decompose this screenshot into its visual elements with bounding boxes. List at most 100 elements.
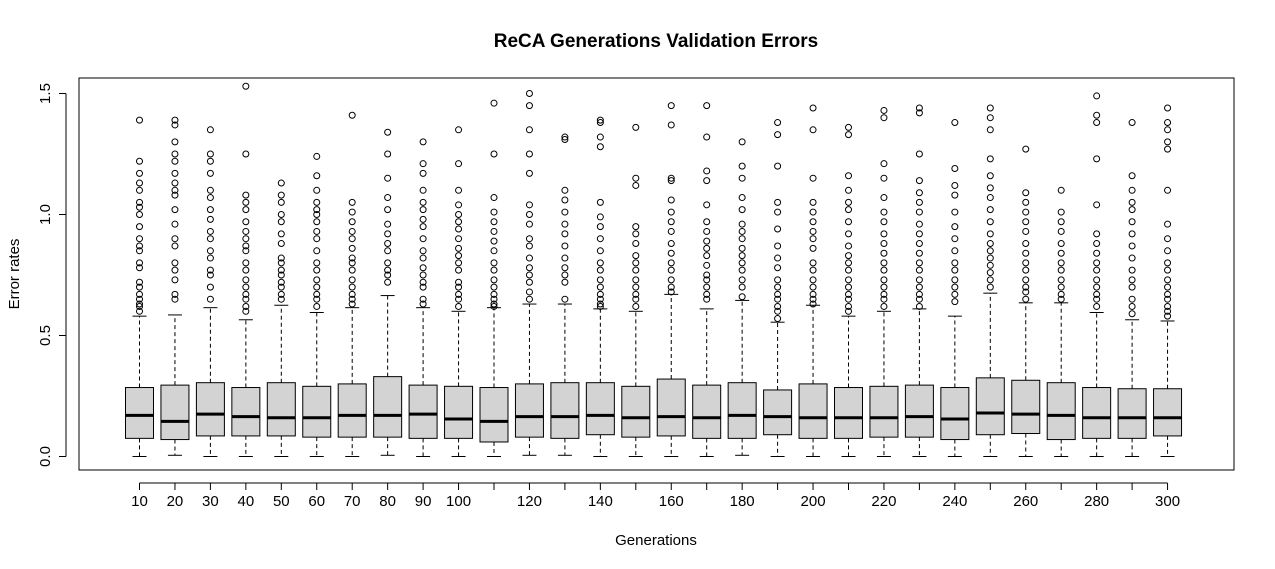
outlier-point xyxy=(419,169,427,177)
outlier-point xyxy=(561,186,569,194)
outlier-point xyxy=(136,169,143,177)
outlier-point xyxy=(1164,259,1172,267)
outlier-point xyxy=(206,206,214,214)
outlier-point xyxy=(703,167,711,175)
outlier-point xyxy=(419,160,427,168)
outlier-point xyxy=(384,206,392,214)
outlier-point xyxy=(561,208,569,216)
iqr-box xyxy=(975,377,1005,436)
outlier-point xyxy=(951,165,959,173)
outlier-point xyxy=(986,283,994,291)
x-tick-label: 60 xyxy=(308,493,325,510)
outlier-point xyxy=(596,116,604,124)
box-group-280 xyxy=(1082,92,1112,457)
box-group-20 xyxy=(160,116,190,456)
outlier-point xyxy=(845,186,852,194)
outlier-point xyxy=(1057,240,1065,248)
iqr-box xyxy=(195,382,225,437)
outlier-point xyxy=(384,240,392,248)
outlier-point xyxy=(242,266,250,274)
outlier-point xyxy=(986,155,994,163)
outlier-point xyxy=(809,295,817,303)
box-group-120 xyxy=(514,90,544,456)
outlier-point xyxy=(1022,283,1030,291)
x-tick-label: 220 xyxy=(871,493,896,510)
outlier-point xyxy=(738,174,746,182)
outlier-point xyxy=(313,152,321,160)
outlier-point xyxy=(596,300,604,308)
x-tick-label: 10 xyxy=(131,493,148,510)
outlier-point xyxy=(490,150,498,158)
outlier-point xyxy=(348,235,356,243)
outlier-point xyxy=(845,131,852,139)
outlier-point xyxy=(136,302,143,310)
outlier-point xyxy=(525,201,533,209)
outlier-point xyxy=(880,290,888,298)
outlier-point xyxy=(348,218,356,226)
outlier-point xyxy=(986,194,994,202)
outlier-point xyxy=(348,276,356,284)
outlier-point xyxy=(1093,111,1101,119)
outlier-point xyxy=(490,283,498,291)
outlier-point xyxy=(313,302,321,310)
outlier-point xyxy=(1093,295,1101,303)
outlier-point xyxy=(915,177,923,185)
outlier-point xyxy=(455,235,463,243)
outlier-point xyxy=(915,290,923,298)
outlier-point xyxy=(419,198,427,206)
outlier-point xyxy=(915,295,923,303)
outlier-point xyxy=(525,211,533,218)
outlier-point xyxy=(774,302,782,310)
outlier-point xyxy=(242,218,250,226)
outlier-point xyxy=(206,157,214,165)
outlier-point xyxy=(206,235,214,243)
outlier-point xyxy=(915,104,923,112)
outlier-point xyxy=(986,230,994,238)
outlier-point xyxy=(1128,186,1136,194)
outlier-point xyxy=(809,218,817,226)
outlier-point xyxy=(1057,259,1065,267)
outlier-point xyxy=(951,298,959,306)
outlier-point xyxy=(809,290,817,298)
outlier-point xyxy=(490,237,498,245)
outlier-point xyxy=(419,300,427,308)
outlier-point xyxy=(277,254,285,262)
outlier-point xyxy=(915,150,923,158)
outlier-point xyxy=(171,235,179,243)
outlier-point xyxy=(561,230,569,238)
outlier-point xyxy=(206,169,214,177)
outlier-point xyxy=(915,240,923,248)
outlier-point xyxy=(348,295,356,303)
x-tick-label: 90 xyxy=(415,493,432,510)
outlier-point xyxy=(419,138,427,146)
outlier-point xyxy=(667,177,675,185)
outlier-point xyxy=(348,266,356,274)
outlier-point xyxy=(136,264,143,272)
outlier-point xyxy=(171,220,179,228)
outlier-point xyxy=(1164,290,1172,298)
iqr-box xyxy=(904,384,934,438)
outlier-point xyxy=(915,208,923,216)
outlier-point xyxy=(561,254,569,262)
outlier-point xyxy=(667,227,675,235)
outlier-point xyxy=(845,290,852,298)
outlier-point xyxy=(703,295,711,303)
outlier-point xyxy=(596,266,604,274)
outlier-point xyxy=(277,266,285,274)
outlier-point xyxy=(986,218,994,226)
outlier-point xyxy=(845,206,852,214)
outlier-point xyxy=(1057,295,1065,303)
outlier-point xyxy=(880,240,888,248)
iqr-box xyxy=(763,389,793,436)
outlier-point xyxy=(774,264,782,272)
outlier-point xyxy=(915,259,923,267)
outlier-point xyxy=(348,208,356,216)
outlier-point xyxy=(1057,208,1065,216)
outlier-point xyxy=(1164,283,1172,291)
box-group-260 xyxy=(1011,145,1041,457)
outlier-point xyxy=(384,266,392,274)
outlier-point xyxy=(525,235,533,243)
outlier-point xyxy=(951,283,959,291)
outlier-point xyxy=(490,300,498,308)
outlier-point xyxy=(1057,249,1065,257)
